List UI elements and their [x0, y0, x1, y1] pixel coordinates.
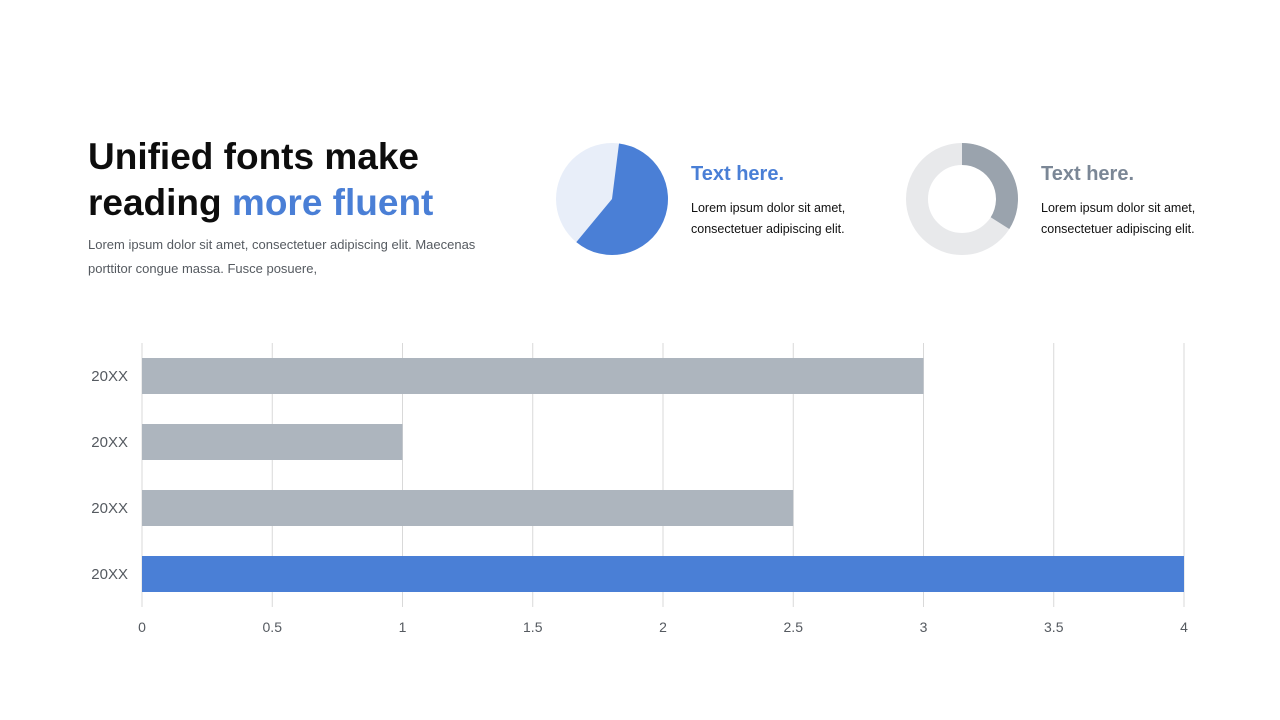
- kpi-2-text: Lorem ipsum dolor sit amet, consectetuer…: [1041, 198, 1231, 240]
- category-label: 20XX: [91, 566, 128, 583]
- kpi-pie-chart: [556, 143, 668, 255]
- title-line-1: Unified fonts make: [88, 136, 419, 177]
- kpi-1-text: Lorem ipsum dolor sit amet, consectetuer…: [691, 198, 881, 240]
- x-tick-label: 0: [138, 619, 146, 635]
- kpi-1-text-line-2: consectetuer adipiscing elit.: [691, 222, 845, 236]
- title-accent: more fluent: [231, 182, 434, 223]
- x-tick-label: 4: [1180, 619, 1188, 635]
- page-title: Unified fonts make reading more fluent: [88, 134, 433, 226]
- donut-value-arc: [961, 143, 1018, 229]
- page-subtitle: Lorem ipsum dolor sit amet, consectetuer…: [88, 237, 476, 276]
- bar: [142, 556, 1184, 592]
- category-label: 20XX: [91, 434, 128, 451]
- kpi-2-text-line-2: consectetuer adipiscing elit.: [1041, 222, 1195, 236]
- x-tick-label: 1: [399, 619, 407, 635]
- bar: [142, 424, 403, 460]
- x-tick-label: 3: [920, 619, 928, 635]
- kpi-1-text-line-1: Lorem ipsum dolor sit amet,: [691, 201, 846, 215]
- x-tick-label: 1.5: [523, 619, 543, 635]
- x-tick-label: 2.5: [784, 619, 804, 635]
- bar: [142, 490, 794, 526]
- title-line-2: reading: [88, 182, 232, 223]
- x-tick-label: 3.5: [1044, 619, 1064, 635]
- pie-value-slice: [576, 143, 668, 255]
- kpi-donut-chart: [906, 143, 1018, 255]
- kpi-2-heading: Text here.: [1041, 163, 1134, 185]
- kpi-1-heading: Text here.: [691, 163, 784, 185]
- category-label: 20XX: [91, 368, 128, 385]
- x-tick-label: 2: [659, 619, 667, 635]
- bar: [142, 358, 924, 394]
- kpi-2-text-line-1: Lorem ipsum dolor sit amet,: [1041, 201, 1196, 215]
- category-label: 20XX: [91, 500, 128, 517]
- x-tick-label: 0.5: [263, 619, 283, 635]
